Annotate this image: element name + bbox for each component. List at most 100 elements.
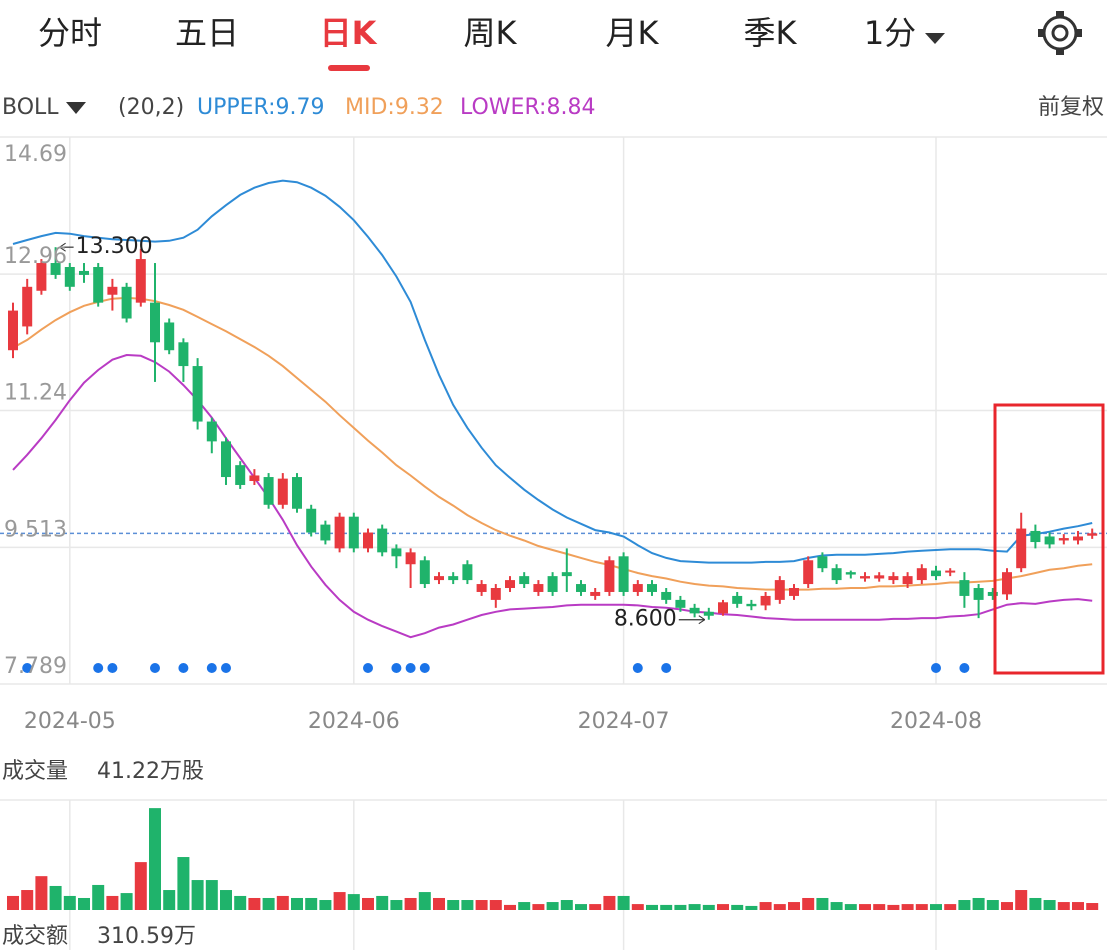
- candle-body: [561, 572, 572, 577]
- signal-dot: [391, 663, 402, 673]
- candle-body: [888, 576, 899, 581]
- volume-bar: [418, 892, 431, 910]
- dropdown-icon[interactable]: [925, 33, 945, 44]
- volume-bar: [1072, 902, 1084, 910]
- volume-bar: [35, 876, 48, 910]
- volume-bar: [1043, 900, 1056, 910]
- volume-bar: [78, 897, 90, 910]
- x-tick-label: 2024-06: [308, 709, 400, 734]
- legend-entry: LOWER:8.84: [460, 95, 595, 120]
- volume-bar: [589, 904, 602, 910]
- tab[interactable]: 月K: [606, 14, 660, 52]
- candle-body: [987, 591, 998, 596]
- tab[interactable]: 日K: [320, 14, 378, 52]
- candle-body: [632, 584, 643, 592]
- signal-dot: [931, 663, 941, 673]
- candle-body: [221, 441, 231, 478]
- signal-dot: [363, 663, 373, 673]
- adjust-mode[interactable]: 前复权: [1038, 95, 1104, 120]
- volume-bar: [560, 900, 573, 910]
- signal-dot: [419, 663, 430, 673]
- candle-body: [732, 595, 743, 604]
- signal-dot: [93, 663, 104, 673]
- y-tick-label: 9.513: [4, 517, 67, 542]
- volume-bar: [532, 904, 545, 910]
- volume-bar: [617, 895, 630, 910]
- legend-entry: UPPER:9.79: [197, 95, 325, 120]
- tab[interactable]: 1分: [864, 14, 916, 52]
- candle-body: [675, 599, 686, 608]
- candle-body: [462, 564, 473, 581]
- candle-body: [1016, 528, 1027, 569]
- volume-bar: [674, 904, 687, 910]
- candle-body: [945, 570, 956, 573]
- tab[interactable]: 五日: [175, 14, 239, 52]
- gear-inner: [1051, 24, 1069, 42]
- candle-body: [391, 548, 402, 557]
- tab[interactable]: 周K: [464, 14, 518, 52]
- volume-bar: [972, 897, 985, 910]
- candle-body: [320, 524, 331, 541]
- tab[interactable]: 季K: [744, 14, 798, 52]
- volume-bar: [120, 893, 133, 910]
- y-tick-label: 12.96: [4, 244, 67, 269]
- candle-body: [1073, 536, 1083, 541]
- signal-dot: [632, 663, 643, 673]
- volume-bar: [234, 895, 247, 910]
- legend-entry: MID:9.32: [345, 95, 444, 120]
- volume-bar: [788, 902, 800, 910]
- volume-bar: [759, 902, 772, 910]
- y-tick-label: 14.69: [4, 142, 67, 167]
- candle-body: [803, 560, 814, 585]
- candle-body: [8, 310, 18, 351]
- settings-icon[interactable]: [1038, 11, 1082, 55]
- volume-bar: [319, 900, 332, 910]
- volume-bar: [1086, 903, 1099, 910]
- volume-bar: [717, 904, 729, 910]
- volume-bar: [802, 897, 815, 910]
- volume-bar: [92, 884, 105, 910]
- candle-body: [746, 603, 757, 607]
- volume-bar: [688, 904, 701, 910]
- volume-bar: [1057, 902, 1070, 910]
- volume-bar: [830, 902, 843, 910]
- volume-bar: [1001, 902, 1013, 910]
- candle-body: [902, 576, 913, 585]
- candle-body: [916, 568, 927, 581]
- volume-bar: [177, 857, 190, 910]
- candle-body: [348, 516, 359, 549]
- candle-body: [703, 611, 714, 616]
- indicator-name[interactable]: BOLL: [2, 95, 59, 120]
- volume-bar: [63, 895, 76, 910]
- candle-body: [306, 508, 317, 533]
- volume-summary: 41.22万股: [97, 759, 204, 784]
- volume-bar: [447, 900, 460, 910]
- indicator-dropdown[interactable]: [66, 102, 86, 114]
- candle-body: [178, 342, 189, 367]
- tab[interactable]: 分时: [38, 14, 102, 52]
- volume-bar: [347, 894, 360, 910]
- volume-bar: [887, 904, 900, 910]
- boll-line: [12, 296, 1093, 591]
- candle-body: [377, 528, 388, 553]
- candle-body: [533, 584, 544, 592]
- candle-body: [79, 270, 89, 275]
- volume-bar: [844, 904, 857, 910]
- candle-body: [206, 421, 217, 442]
- volume-bar: [248, 897, 261, 910]
- signal-dot: [178, 663, 189, 673]
- signal-dot: [661, 663, 672, 673]
- signal-dot: [405, 663, 416, 673]
- candle-body: [519, 576, 530, 585]
- candle-body: [931, 570, 941, 577]
- annotation-label: 13.300: [76, 234, 153, 259]
- volume-bar: [191, 880, 204, 910]
- candle-body: [405, 552, 416, 565]
- volume-bar: [575, 904, 587, 910]
- candle-body: [874, 575, 885, 579]
- volume-bar: [745, 905, 758, 910]
- candle-body: [121, 286, 132, 319]
- volume-bar: [646, 904, 658, 910]
- candle-body: [647, 584, 657, 592]
- volume-bar: [930, 904, 942, 910]
